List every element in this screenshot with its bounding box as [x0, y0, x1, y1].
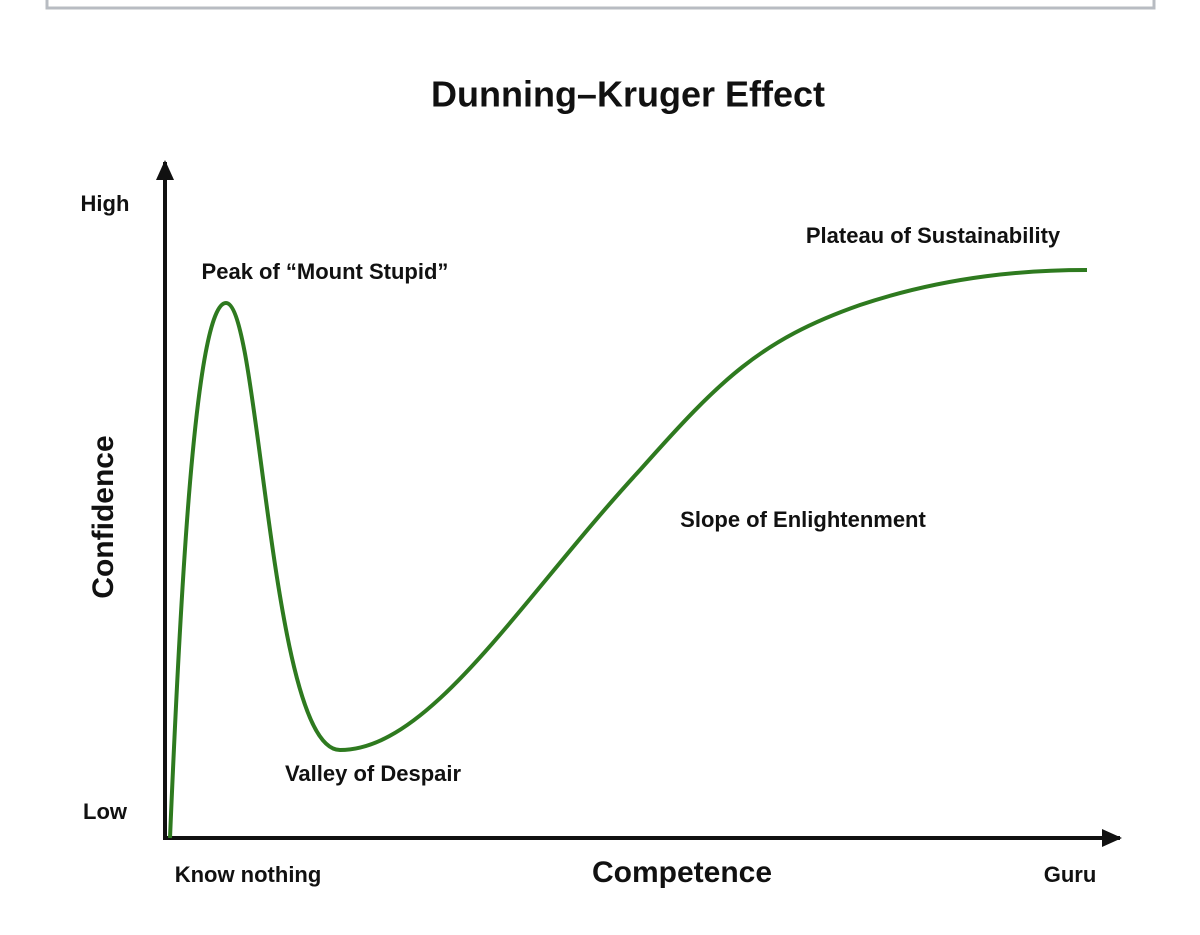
y-high-label: High — [81, 191, 130, 216]
y-low-label: Low — [83, 799, 128, 824]
annotation: Plateau of Sustainability — [806, 223, 1061, 248]
title: Dunning–Kruger Effect — [431, 74, 825, 115]
confidence-curve — [168, 268, 1088, 839]
frame-edge — [45, 0, 1156, 10]
y-axis-title: Confidence — [87, 435, 120, 598]
annotation: Valley of Despair — [285, 761, 462, 786]
annotation: Peak of “Mount Stupid” — [202, 259, 449, 284]
x-axis-title: Competence — [592, 856, 772, 889]
x-start-label: Know nothing — [175, 862, 322, 887]
annotation: Slope of Enlightenment — [680, 507, 926, 532]
x-end-label: Guru — [1044, 862, 1097, 887]
